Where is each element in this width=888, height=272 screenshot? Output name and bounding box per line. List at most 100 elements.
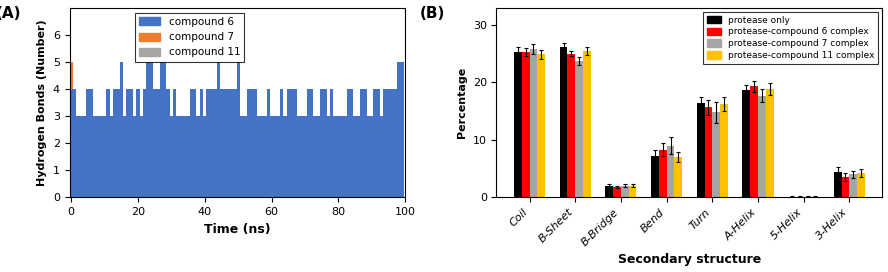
Bar <box>150 62 153 197</box>
Bar <box>400 62 403 197</box>
Bar <box>190 89 193 197</box>
Bar <box>266 170 270 197</box>
Bar <box>320 143 323 197</box>
Bar <box>290 170 293 197</box>
Bar <box>116 170 120 197</box>
Bar <box>107 143 109 197</box>
Bar <box>223 170 226 197</box>
Bar <box>384 143 387 197</box>
Bar <box>183 143 186 197</box>
Bar <box>253 170 257 197</box>
Bar <box>240 170 243 197</box>
Bar <box>667 146 674 197</box>
Bar <box>330 170 333 197</box>
Bar <box>137 143 139 197</box>
Bar <box>250 143 253 197</box>
Bar <box>337 170 340 197</box>
Bar <box>346 89 350 197</box>
Bar <box>333 143 337 197</box>
Bar <box>193 143 196 197</box>
Bar <box>260 170 263 197</box>
Bar <box>277 170 280 197</box>
Bar <box>107 89 109 197</box>
Bar <box>370 143 374 197</box>
Bar <box>190 170 193 197</box>
Bar <box>323 143 327 197</box>
Bar <box>287 89 290 197</box>
Bar <box>263 170 266 197</box>
Bar <box>80 143 83 197</box>
Bar <box>99 143 103 197</box>
Bar <box>606 186 614 197</box>
Bar <box>116 143 120 197</box>
Bar <box>330 143 333 197</box>
Bar <box>230 143 234 197</box>
Bar <box>834 172 842 197</box>
Bar <box>80 116 83 197</box>
Bar <box>86 143 90 197</box>
Bar <box>186 116 190 197</box>
Bar <box>203 170 207 197</box>
Bar <box>153 89 156 197</box>
Bar <box>277 116 280 197</box>
Bar <box>344 170 346 197</box>
Bar <box>143 170 147 197</box>
Bar <box>293 170 297 197</box>
Bar <box>310 170 313 197</box>
Bar <box>150 170 153 197</box>
Bar <box>621 186 629 197</box>
Bar <box>226 143 230 197</box>
Bar <box>203 116 207 197</box>
Bar <box>226 89 230 197</box>
Bar <box>353 170 357 197</box>
Bar <box>236 143 240 197</box>
Bar <box>96 143 99 197</box>
Bar <box>156 143 160 197</box>
Bar <box>313 170 317 197</box>
Bar <box>143 89 147 197</box>
Bar <box>133 116 137 197</box>
Bar <box>173 170 177 197</box>
Bar <box>83 116 86 197</box>
Bar <box>96 116 99 197</box>
Bar <box>340 116 344 197</box>
Bar <box>247 143 250 197</box>
Bar <box>113 170 116 197</box>
Bar <box>583 51 591 197</box>
Bar <box>243 143 247 197</box>
Bar <box>166 170 170 197</box>
Bar <box>236 62 240 197</box>
Bar <box>130 143 133 197</box>
Bar <box>370 116 374 197</box>
Bar <box>73 170 76 197</box>
Bar <box>363 170 367 197</box>
Bar <box>223 89 226 197</box>
Bar <box>153 143 156 197</box>
Bar <box>109 170 113 197</box>
Bar <box>217 62 220 197</box>
Bar <box>143 143 147 197</box>
Bar <box>200 143 203 197</box>
Bar <box>277 143 280 197</box>
Bar <box>297 143 300 197</box>
Bar <box>83 116 86 197</box>
Bar <box>156 143 160 197</box>
Bar <box>384 170 387 197</box>
Bar <box>93 170 96 197</box>
Bar <box>147 143 150 197</box>
Text: (B): (B) <box>419 6 445 21</box>
Bar <box>377 89 380 197</box>
Bar <box>306 170 310 197</box>
Bar <box>327 116 330 197</box>
Bar <box>116 89 120 197</box>
Bar <box>317 143 320 197</box>
Bar <box>367 170 370 197</box>
Bar <box>374 143 377 197</box>
Bar <box>213 143 217 197</box>
Bar <box>704 107 712 197</box>
Bar <box>842 177 849 197</box>
Bar <box>183 170 186 197</box>
Bar <box>257 116 260 197</box>
Bar <box>177 116 179 197</box>
Bar <box>107 170 109 197</box>
